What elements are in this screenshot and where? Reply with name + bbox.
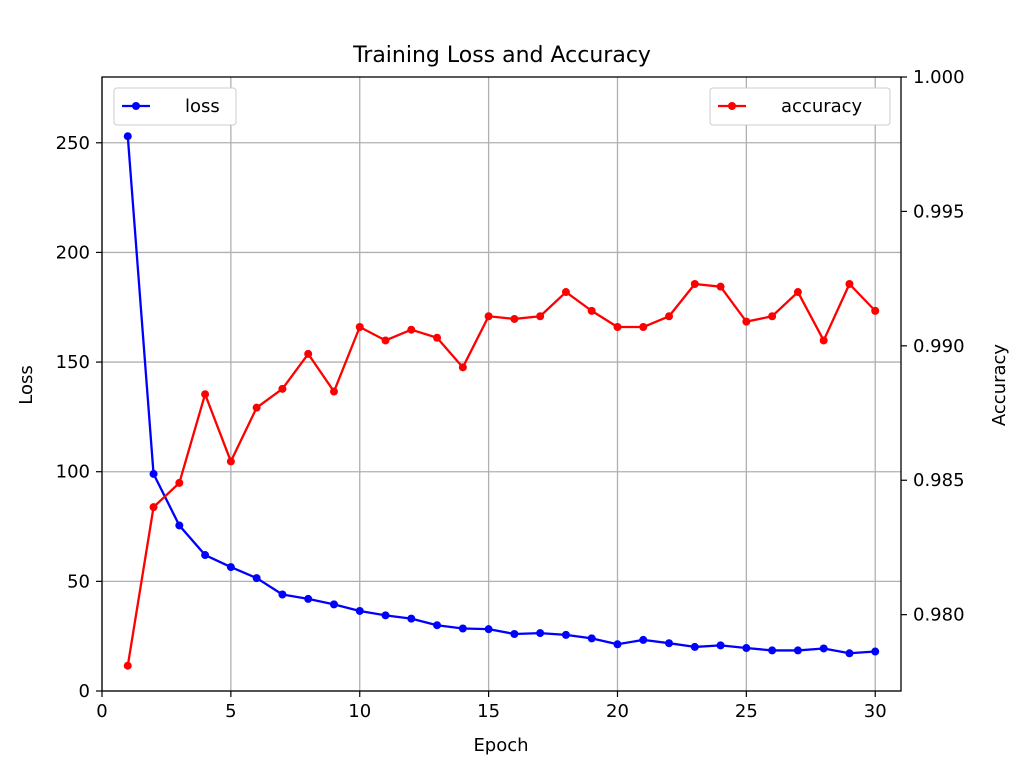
legend-loss-box (113, 87, 237, 126)
legend-loss-label: loss (185, 96, 220, 117)
x-tick-label: 30 (864, 701, 887, 722)
accuracy-point (510, 314, 519, 323)
loss-point (458, 624, 467, 633)
loss-point (407, 614, 416, 623)
accuracy-point (278, 384, 287, 393)
y-tick-label-right: 0.980 (913, 605, 965, 626)
accuracy-point (768, 312, 777, 321)
loss-point (149, 469, 158, 478)
x-tick-label: 5 (225, 701, 236, 722)
accuracy-point (690, 279, 699, 288)
loss-point (304, 594, 313, 603)
x-axis-label: Epoch (473, 735, 528, 756)
loss-point (793, 646, 802, 655)
loss-point (742, 644, 751, 653)
accuracy-point (613, 323, 622, 332)
loss-point (484, 625, 493, 634)
loss-point (175, 521, 184, 530)
accuracy-point (587, 306, 596, 315)
loss-point (329, 600, 338, 609)
loss-point (690, 642, 699, 651)
accuracy-point (458, 363, 467, 372)
loss-point (536, 629, 545, 638)
accuracy-point (639, 323, 648, 332)
y-tick-label-right: 0.990 (913, 336, 965, 357)
plot-frame (101, 76, 902, 692)
loss-point (613, 640, 622, 649)
accuracy-point (355, 323, 364, 332)
y-tick-label-left: 0 (79, 681, 90, 702)
x-tick-label: 0 (96, 701, 107, 722)
accuracy-point (123, 661, 132, 670)
accuracy-point (716, 282, 725, 291)
y-tick-label-right: 0.995 (913, 201, 965, 222)
y-tick-label-left: 200 (56, 242, 90, 263)
x-tick-label: 25 (735, 701, 758, 722)
loss-point (587, 634, 596, 643)
chart-title: Training Loss and Accuracy (352, 43, 651, 68)
legend-accuracy-box (709, 87, 891, 126)
accuracy-point (433, 333, 442, 342)
y-tick-label-left: 50 (67, 571, 90, 592)
loss-point (252, 574, 261, 583)
accuracy-point (665, 312, 674, 321)
accuracy-point (381, 336, 390, 345)
accuracy-point (793, 288, 802, 297)
loss-point (819, 644, 828, 653)
loss-point (639, 635, 648, 644)
legend-accuracy-label: accuracy (781, 96, 863, 117)
y-tick-label-right: 0.985 (913, 470, 965, 491)
loss-point (226, 563, 235, 572)
y-tick-label-left: 250 (56, 133, 90, 154)
loss-point (871, 647, 880, 656)
loss-point (201, 551, 210, 560)
loss-point (561, 630, 570, 639)
accuracy-point (252, 403, 261, 412)
loss-point (278, 590, 287, 599)
x-tick-label: 10 (348, 701, 371, 722)
accuracy-point (175, 478, 184, 487)
loss-point (768, 646, 777, 655)
accuracy-point (201, 390, 210, 399)
series-layer (123, 132, 880, 670)
ticks: 0 5 10 15 20 25 30 0 50 100 150 200 250 0.980 0.985 0.9… (56, 67, 965, 722)
x-tick-label: 15 (477, 701, 500, 722)
accuracy-point (871, 306, 880, 315)
loss-point (716, 641, 725, 650)
y-axis-label-right: Accuracy (989, 344, 1010, 427)
legend-accuracy: accuracy (709, 87, 891, 126)
legend-loss-marker (132, 102, 140, 110)
accuracy-point (536, 312, 545, 321)
accuracy-point (149, 503, 158, 512)
loss-series-line (126, 136, 876, 655)
accuracy-point (561, 288, 570, 297)
loss-point (123, 132, 132, 141)
y-tick-label-left: 100 (56, 462, 90, 483)
x-tick-label: 20 (606, 701, 629, 722)
accuracy-point (845, 279, 854, 288)
legend-loss: loss (113, 87, 237, 126)
y-tick-label-right: 1.000 (913, 67, 965, 88)
accuracy-point (742, 317, 751, 326)
loss-point (510, 629, 519, 638)
loss-point (433, 621, 442, 630)
accuracy-point (304, 349, 313, 358)
accuracy-series-line (126, 282, 877, 666)
loss-point (381, 611, 390, 620)
accuracy-point (819, 336, 828, 345)
accuracy-point (407, 325, 416, 334)
accuracy-point (484, 312, 493, 321)
y-axis-label-left: Loss (16, 365, 37, 404)
loss-point (665, 639, 674, 648)
y-tick-label-left: 150 (56, 352, 90, 373)
accuracy-point (226, 457, 235, 466)
legend-accuracy-marker (728, 102, 736, 110)
loss-point (845, 649, 854, 658)
loss-point (355, 606, 364, 615)
accuracy-point (329, 387, 338, 396)
